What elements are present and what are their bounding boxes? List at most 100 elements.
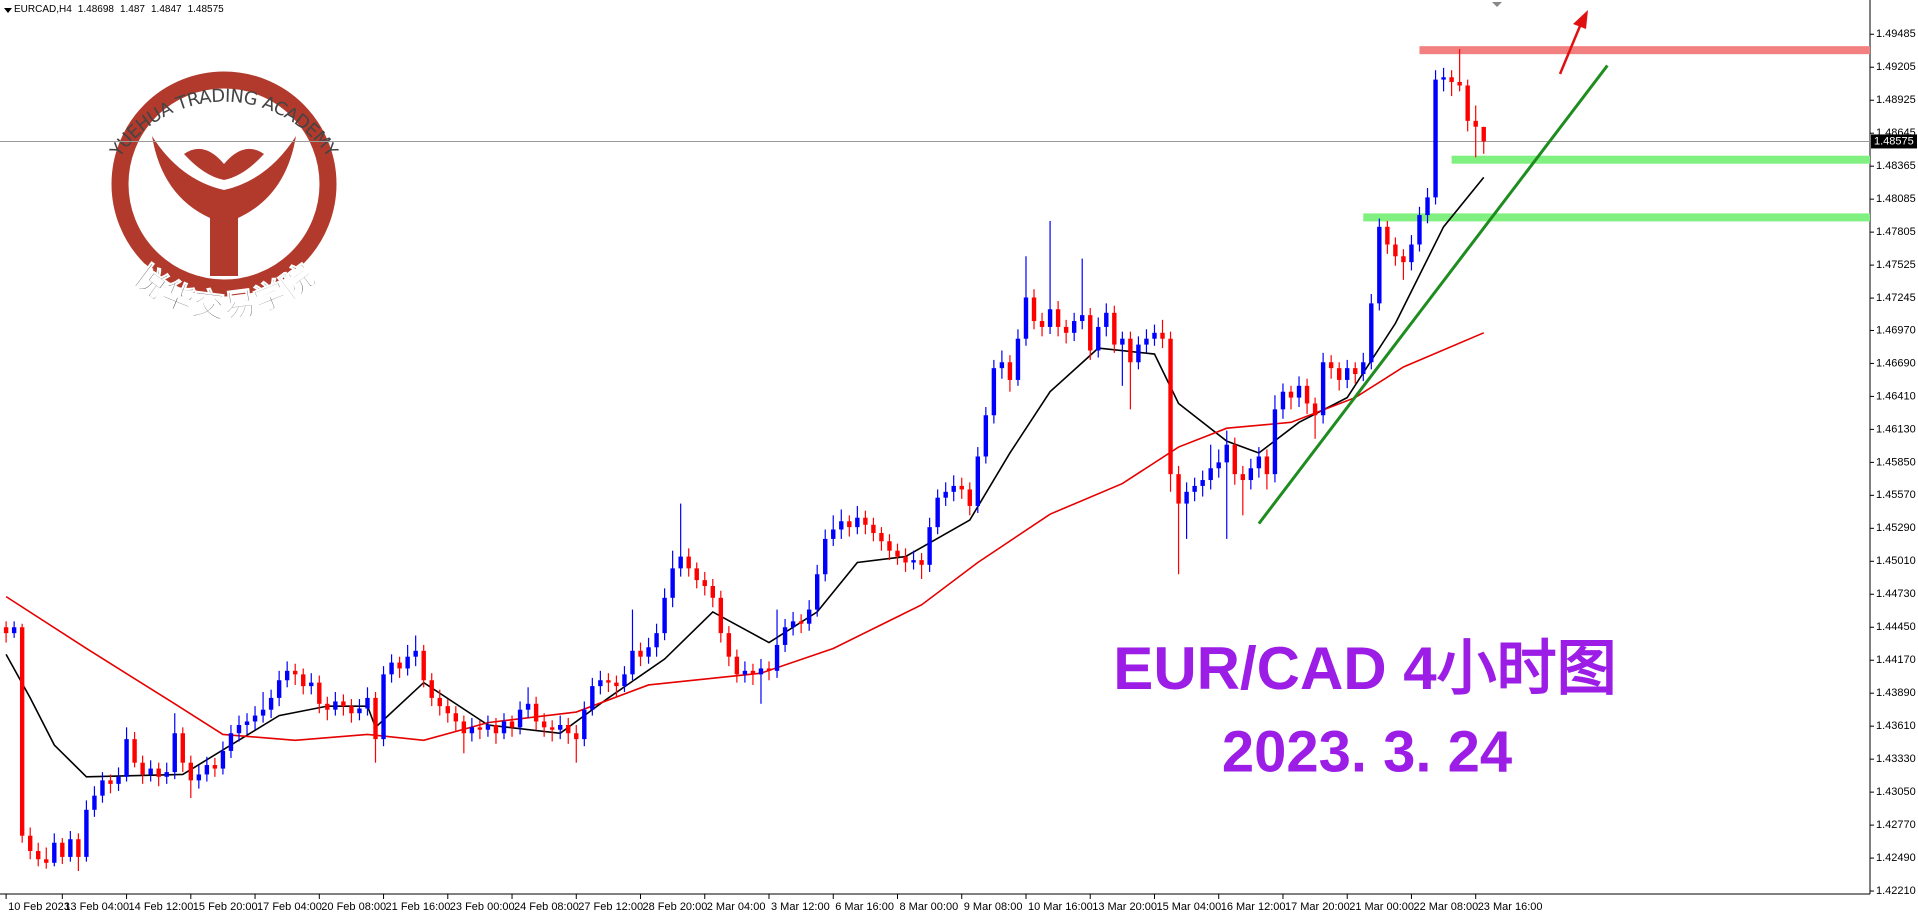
candle-body	[1393, 244, 1398, 257]
candle-body	[758, 668, 764, 675]
candle-body	[333, 701, 338, 710]
candle-body	[750, 670, 756, 675]
candle-body	[790, 621, 796, 628]
candle-body	[132, 739, 137, 763]
y-tick-label: 1.45290	[1876, 522, 1916, 534]
candle-body	[1441, 77, 1446, 80]
y-tick-label: 1.48085	[1876, 193, 1916, 205]
candle-body	[847, 521, 852, 528]
candle-body	[100, 780, 105, 796]
candle-body	[1055, 309, 1061, 327]
candle-body	[276, 680, 282, 698]
candle-body	[1264, 456, 1270, 475]
y-tick-label: 1.46130	[1876, 423, 1916, 435]
candle-body	[1361, 362, 1366, 375]
candle-body	[1465, 85, 1470, 121]
candle-body	[19, 627, 25, 836]
candle-body	[1296, 385, 1302, 398]
candle-body	[1328, 362, 1334, 369]
last-low: 1.4847	[150, 4, 182, 15]
candle-body	[429, 680, 434, 698]
candle-body	[646, 647, 651, 657]
candle-body	[244, 721, 250, 725]
candle-body	[806, 609, 812, 624]
candle-body	[1144, 338, 1149, 345]
candle-body	[1256, 456, 1262, 469]
x-tick-label: 13 Feb 04:00	[64, 901, 129, 913]
candle-body	[694, 568, 699, 581]
x-tick-label: 15 Feb 20:00	[193, 901, 258, 913]
candle-body	[1039, 321, 1045, 327]
candle-body	[413, 650, 418, 657]
y-tick-label: 1.43050	[1876, 786, 1916, 798]
candle-body	[903, 556, 908, 563]
symbol: EURCAD,H4	[14, 4, 72, 15]
y-tick-label: 1.44730	[1876, 588, 1916, 600]
price-level	[1451, 155, 1870, 164]
candle-body	[975, 456, 981, 506]
trendline	[1257, 64, 1609, 525]
candle-body	[774, 644, 780, 671]
candle-body	[1007, 362, 1013, 380]
candle-body	[445, 706, 450, 714]
candle-body	[501, 721, 507, 734]
x-tick-label: 23 Feb 00:00	[450, 901, 515, 913]
x-tick-label: 28 Feb 20:00	[643, 901, 708, 913]
logo-mark	[152, 136, 296, 276]
candle-body	[228, 733, 234, 751]
candle-body	[670, 568, 675, 598]
menu-icon	[4, 8, 12, 13]
last-close: 1.48575	[187, 4, 224, 15]
candle-body	[108, 780, 113, 784]
y-tick-label: 1.44170	[1876, 654, 1916, 666]
candle-body	[662, 597, 667, 634]
candle-body	[710, 586, 715, 598]
candle-body	[927, 527, 932, 565]
candle-body	[357, 708, 362, 714]
candle-body	[991, 368, 997, 416]
y-tick-label: 1.43330	[1876, 753, 1916, 765]
candle-body	[1160, 332, 1165, 339]
y-tick-label: 1.45850	[1876, 456, 1916, 468]
candle-body	[1417, 215, 1422, 245]
candle-body	[1248, 468, 1254, 481]
candle-body	[823, 538, 828, 575]
candle-body	[1136, 344, 1141, 363]
x-tick-label: 2 Mar 04:00	[707, 901, 766, 913]
candle-body	[1345, 368, 1350, 380]
x-tick-label: 16 Mar 12:00	[1221, 901, 1286, 913]
candle-body	[325, 703, 330, 710]
x-tick-label: 13 Mar 20:00	[1092, 901, 1157, 913]
candle-body	[172, 733, 177, 773]
candle-body	[1280, 391, 1286, 410]
candle-body	[951, 485, 956, 492]
candle-body	[477, 727, 483, 730]
candle-body	[3, 627, 9, 634]
candle-body	[855, 517, 860, 528]
candle-body	[879, 533, 884, 542]
candle-body	[236, 724, 242, 734]
candle-body	[1152, 332, 1157, 339]
candle-body	[549, 727, 555, 730]
candle-body	[1433, 79, 1438, 198]
candle-body	[766, 668, 772, 671]
candle-body	[726, 633, 732, 657]
price-level	[1363, 213, 1870, 222]
candle-body	[1192, 485, 1197, 492]
current-price-label: 1.48575	[1874, 135, 1914, 147]
candle-body	[782, 627, 788, 645]
candle-body	[204, 765, 210, 775]
candle-body	[1200, 480, 1205, 486]
candle-body	[814, 574, 820, 610]
x-tick-label: 22 Mar 08:00	[1413, 901, 1478, 913]
candle-body	[1425, 197, 1430, 216]
candle-body	[1104, 312, 1109, 327]
candle-body	[582, 709, 587, 740]
candle-body	[52, 842, 57, 863]
x-tick-label: 17 Feb 04:00	[257, 901, 322, 913]
candle-body	[1216, 462, 1221, 469]
annotation-title: EUR/CAD 4小时图	[1113, 635, 1616, 702]
candle-body	[1176, 474, 1181, 504]
x-tick-label: 23 Mar 16:00	[1478, 901, 1543, 913]
candle-body	[140, 762, 145, 775]
